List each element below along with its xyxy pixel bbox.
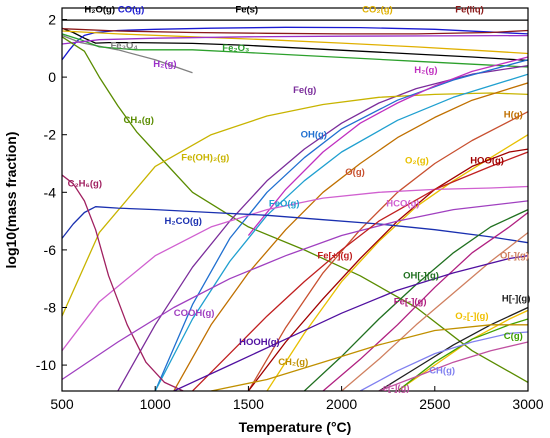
series-label-fe-liq: Fe(liq): [455, 4, 484, 15]
plot-frame: [61, 7, 529, 392]
series-label-oh-g: OH[-](g): [403, 271, 439, 282]
series-line-fe2o3: [62, 33, 528, 68]
series-label-hoo-g: HOO(g): [470, 156, 504, 167]
y-tick-label: -8: [44, 299, 57, 315]
series-label-fe-g: Fe(g): [293, 85, 316, 96]
x-tick-label: 2500: [419, 396, 450, 412]
series-label-h-co-g: H₂CO(g): [165, 216, 202, 227]
series-label-o-g: O(g): [345, 167, 365, 178]
series-label-ch-g: CH₂(g): [278, 357, 308, 368]
series-label-fe-g: Fe[-](g): [394, 297, 427, 308]
series-line-fe-g: [117, 64, 528, 391]
series-line-ch-g: [359, 331, 528, 391]
series-label-fe-oh-g: Fe(OH)₂(g): [181, 153, 229, 164]
series-label-hco-g: HCO(g): [386, 199, 419, 210]
series-label-o-g: O[-](g): [500, 251, 529, 262]
series-line-h2co-g: [62, 206, 528, 244]
series-label-ch-g: CH(g): [429, 366, 455, 377]
x-tick-label: 1000: [140, 396, 171, 412]
series-label-e-g: e[-](g): [383, 383, 410, 394]
series-label-fe-o: Fe₂O₃: [222, 43, 249, 54]
series-line-ch2-g: [210, 324, 528, 391]
series-label-co-g: CO₂(g): [362, 4, 393, 15]
ticks-layer: 500 1000 1500 2000 2500 3000 -10 -8 -6 -4 -2 0 2: [36, 12, 544, 412]
series-label-ch-g: CH₄(g): [124, 115, 154, 126]
x-tick-label: 3000: [512, 396, 543, 412]
series-line-c2h6-g: [62, 174, 184, 391]
y-tick-label: -6: [44, 242, 57, 258]
series-line-oh-g: [154, 59, 528, 391]
series-line-co2-g: [62, 30, 528, 55]
series-line-h2-g-fe-phase: [247, 56, 528, 236]
series-line-h-g: [378, 306, 528, 391]
annotation-layer: H₂O(g) CO(g) Fe(s) CO₂(g) Fe(liq) Fe₃O₄ Fe₂O₃ H…: [68, 4, 531, 394]
series-label-c-g: C(g): [504, 331, 523, 342]
series-line-hco-g: [62, 185, 528, 352]
series-label-h-g: H(g): [504, 109, 523, 120]
series-label-o-g: O₂(g): [405, 156, 429, 167]
series-label-h-g: H[-](g): [502, 294, 530, 305]
series-line-h-g: [173, 82, 528, 391]
series-label-fe-o: Fe₃O₄: [111, 40, 139, 51]
series-line-fe3o4: [62, 34, 193, 74]
series-line-o2-g: [397, 309, 528, 391]
y-tick-label: -4: [44, 184, 57, 200]
series-label-co-g: CO(g): [118, 4, 144, 15]
series-label-h-g: H₂(g): [153, 59, 176, 70]
series-label-hooh-g: HOOH(g): [239, 337, 280, 348]
series-line-c-g: [397, 318, 528, 391]
series-label-fe-s: Fe(s): [235, 4, 258, 15]
series-line-fe-g: [192, 151, 528, 391]
series-label-h-o-g: H₂O(g): [84, 4, 115, 15]
series-label-fe-g: Fe[+](g): [317, 251, 352, 262]
series-line-cooh-g: [62, 200, 528, 381]
x-tick-label: 1500: [233, 396, 264, 412]
y-tick-label: -2: [44, 127, 57, 143]
series-line-ch4-g: [62, 36, 528, 383]
x-tick-label: 500: [50, 396, 74, 412]
x-tick-label: 2000: [326, 396, 357, 412]
series-label-c-h-g: C₂H₆(g): [68, 179, 102, 190]
series-line-o-g: [341, 232, 528, 391]
series-line-feo-g: [154, 73, 528, 391]
series-label-cooh-g: COOH(g): [174, 308, 215, 319]
y-tick-label: 0: [48, 69, 56, 85]
series-label-o-g: O₂[-](g): [455, 311, 488, 322]
y-axis-title: log10(mass fraction): [3, 132, 19, 269]
x-axis-title: Temperature (°C): [239, 419, 352, 435]
series-line-h2o-g: [62, 27, 528, 62]
series-line-e-g: [378, 341, 528, 391]
series-line-fe-oh-2-g: [62, 92, 528, 317]
series-line-o-g: [247, 111, 528, 391]
series-label-feo-g: FeO(g): [269, 199, 300, 210]
series-line-h2-g: [62, 34, 528, 45]
series-line-hooh-g: [173, 255, 528, 391]
series-line-fe-g: [322, 211, 528, 391]
series-label-oh-g: OH(g): [301, 130, 327, 141]
y-tick-label: -10: [36, 357, 56, 373]
series-layer: [62, 19, 528, 391]
y-tick-label: 2: [48, 12, 56, 28]
series-label-h-g: H₂(g): [414, 65, 437, 76]
series-line-fe-liq: [62, 28, 528, 35]
